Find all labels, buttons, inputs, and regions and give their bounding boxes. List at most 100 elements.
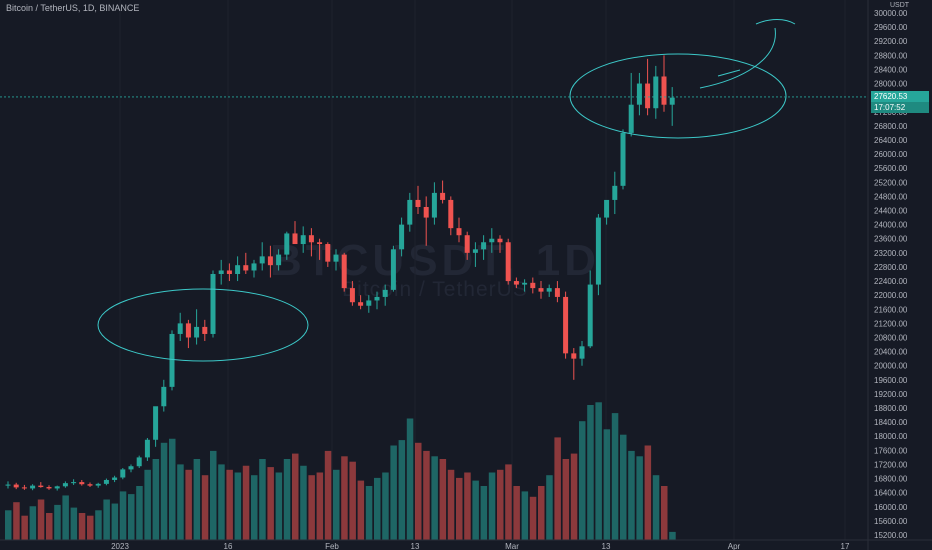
volume-bar [439,459,447,540]
candle-body [620,132,626,186]
price-axis: 30000.00 29600.00 29200.00 28800.00 28400.00… [867,0,908,550]
candle-body [604,199,610,218]
volume-bar [300,465,307,540]
candle-body [259,256,265,264]
volume-bar [570,453,578,540]
price-tick-label: 22000.00 [874,291,908,300]
volume-bar [210,450,217,540]
candle-body [456,228,462,236]
candle-body [112,477,118,480]
volume-bar [382,472,389,540]
price-tick-label: 30000.00 [874,9,908,18]
candle-body [595,217,601,285]
time-tick-label: 2023 [111,542,129,550]
candle-body [284,233,290,255]
volume-bar [324,450,332,540]
volume-bar [103,499,110,540]
price-tick-label: 16000.00 [874,503,908,512]
volume-bar [513,486,520,540]
drawing-ellipse-right [569,53,787,139]
currency-label: USDT [890,2,910,9]
volume-bar [333,469,340,540]
candle-body [144,439,150,458]
drawing-arrow-curve [699,27,776,89]
candle-body [251,263,257,271]
volume-bar [365,486,373,540]
time-axis: 2023 16 Feb 13 Mar 13 Apr 17 [0,539,932,550]
last-price-badge: 27620.53 [871,90,929,102]
volume-bar [415,442,422,540]
candle-body [87,484,93,486]
candle-body [177,323,183,334]
candle-body [235,265,241,274]
price-tick-label: 16800.00 [874,475,908,484]
candle-body [333,254,339,262]
candle-body [341,254,347,289]
volume-bar [152,459,160,540]
price-tick-label: 16400.00 [874,489,908,498]
candle-body [587,284,593,347]
candle-body [358,302,364,306]
volume-bar [136,486,143,540]
price-tick-label: 17600.00 [874,446,908,455]
candle-body [79,482,85,485]
time-tick-label: Mar [505,542,519,550]
candle-body [292,233,298,245]
volume-bar [87,515,94,540]
symbol-title[interactable]: Bitcoin / TetherUS, 1D, BINANCE [6,3,140,13]
volume-bar [538,486,545,540]
candle-body [669,97,675,105]
volume-bar [308,475,315,540]
countdown-badge: 17:07:52 [871,101,929,113]
volume-bar [37,499,45,540]
volume-bar [341,456,348,540]
volume-bar [595,402,602,540]
candle-body [136,457,142,467]
candle-body [325,244,331,262]
candle-body [464,235,470,253]
candle-body [645,83,651,109]
volume-bar [636,456,643,540]
volume-bar [226,469,233,540]
candle-body [579,346,585,359]
volume-bar [46,513,53,540]
volume-bar [111,503,119,540]
candle-body [103,479,109,484]
volume-bar [169,438,176,540]
candle-body [366,300,372,306]
volume-bar [611,413,619,540]
candle-body [423,206,429,218]
candle-body [194,326,200,338]
candle-body [120,469,126,478]
volume-bar [185,469,192,540]
volume-bar [398,440,406,540]
candle-body [226,270,232,274]
volume-bar [374,477,381,540]
candle-body [653,76,659,109]
volume-bar [357,480,365,540]
volume-bar [54,504,61,540]
time-tick-label: 13 [602,542,611,550]
drawing-tick [717,69,741,77]
candle-body [636,83,642,105]
volume-bars [5,402,676,540]
volume-bar [447,469,455,540]
volume-bar [275,472,283,540]
price-tick-label: 26000.00 [874,150,908,159]
time-tick-label: 13 [411,542,420,550]
price-tick-label: 23200.00 [874,249,908,258]
time-tick-label: Feb [325,542,339,550]
price-tick-label: 28400.00 [874,65,908,74]
candle-body [571,353,577,359]
candle-body [153,406,159,440]
volume-bar [119,491,127,540]
volume-bar [5,510,12,540]
volume-bar [521,491,529,540]
candle-body [390,249,396,290]
candle-body [218,270,224,274]
volume-bar [259,459,266,540]
volume-bar [144,469,151,540]
candle-body [161,386,167,407]
